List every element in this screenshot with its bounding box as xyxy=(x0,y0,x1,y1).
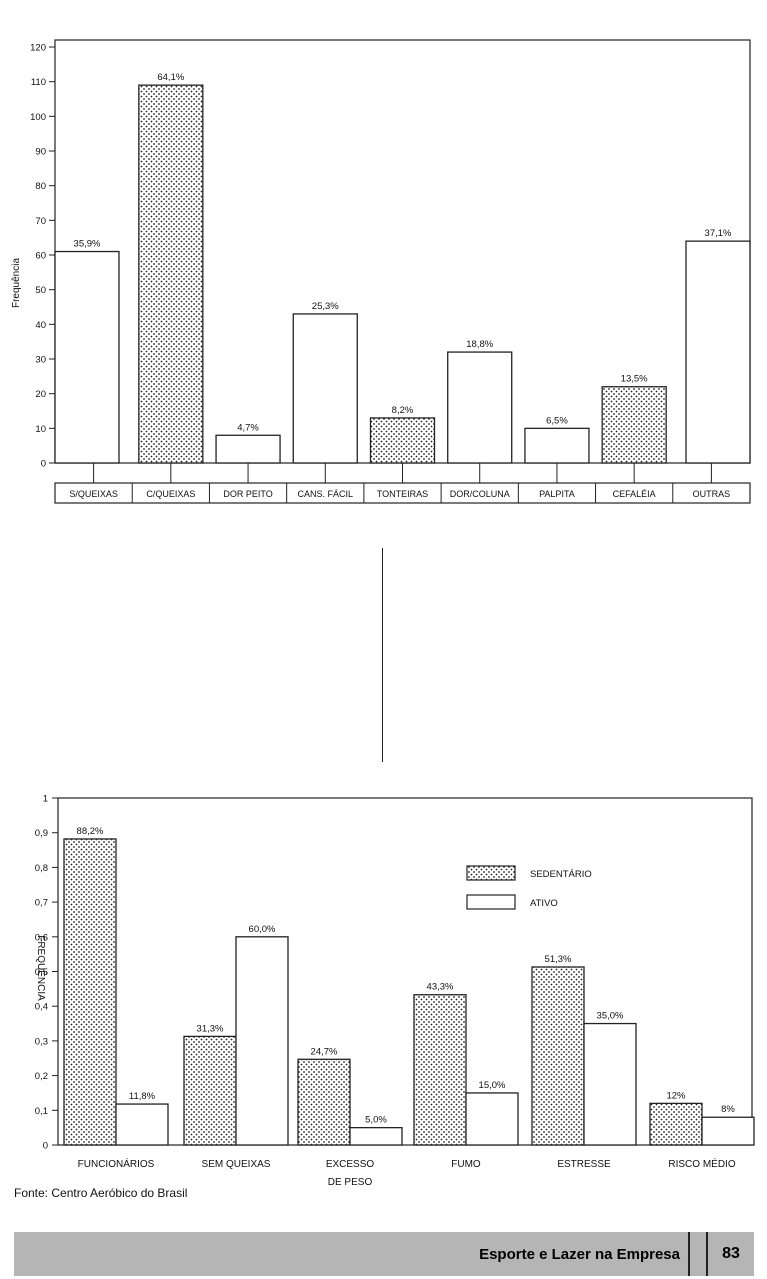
data-label: 6,5% xyxy=(546,415,568,426)
y-tick-label: 10 xyxy=(35,424,46,435)
category-label: CEFALÉIA xyxy=(613,489,656,499)
category-label: ESTRESSE xyxy=(557,1159,611,1170)
y-tick-label: 50 xyxy=(35,285,46,296)
y-tick-label: 90 xyxy=(35,147,46,158)
plot-frame xyxy=(57,797,753,1146)
category-label: RISCO MÉDIO xyxy=(668,1157,735,1170)
column-divider xyxy=(382,548,383,762)
bar xyxy=(465,1092,519,1146)
category-label: DOR PEITO xyxy=(223,489,272,499)
bar xyxy=(447,351,513,464)
category-label: SEM QUEIXAS xyxy=(202,1159,271,1170)
category-label: CANS. FÁCIL xyxy=(298,489,354,499)
legend-label: SEDENTÁRIO xyxy=(530,869,592,880)
y-tick-label: 30 xyxy=(35,355,46,366)
page-number: 83 xyxy=(706,1232,754,1276)
complaints-chart: 0 10 20 30 40 50 60 70 80 90 100 110 120 35,9% 64,1% 4… xyxy=(11,39,751,504)
y-tick-label: 40 xyxy=(35,320,46,331)
bar xyxy=(138,84,204,464)
data-label: 12% xyxy=(666,1090,686,1101)
category-label: FUNCIONÁRIOS xyxy=(78,1157,155,1170)
bar xyxy=(349,1126,403,1146)
category-label: PALPITA xyxy=(539,489,575,499)
bar xyxy=(524,427,590,464)
y-tick-label: 0,8 xyxy=(35,863,48,874)
category-label: S/QUEIXAS xyxy=(69,489,118,499)
category-label: EXCESSO xyxy=(326,1159,375,1170)
data-label: 51,3% xyxy=(545,954,572,965)
data-label: 11,8% xyxy=(129,1091,156,1102)
bar xyxy=(701,1116,755,1146)
bar xyxy=(413,994,467,1146)
y-tick-label: 0 xyxy=(43,1141,48,1152)
y-tick-label: 70 xyxy=(35,216,46,227)
legend-swatch xyxy=(466,894,516,910)
data-label: 35,9% xyxy=(74,239,101,250)
bar xyxy=(649,1102,703,1146)
bar xyxy=(215,434,281,464)
y-tick-label: 0,2 xyxy=(35,1071,48,1082)
y-tick-label: 120 xyxy=(30,43,46,54)
data-label: 13,5% xyxy=(621,374,648,385)
y-tick-label: 0,3 xyxy=(35,1036,48,1047)
category-label: OUTRAS xyxy=(693,489,731,499)
y-axis-label: Frequência xyxy=(11,258,22,308)
bar xyxy=(183,1035,237,1146)
bar xyxy=(115,1103,169,1146)
y-tick-label: 60 xyxy=(35,251,46,262)
legend-swatch xyxy=(466,865,516,881)
bar xyxy=(63,838,117,1146)
y-axis-label: FREQUÊNCIA xyxy=(35,935,48,1001)
data-label: 31,3% xyxy=(197,1023,224,1034)
category-label: DE PESO xyxy=(328,1177,373,1188)
data-label: 4,7% xyxy=(237,422,259,433)
data-label: 24,7% xyxy=(311,1046,338,1057)
data-label: 8,2% xyxy=(392,405,414,416)
y-tick-label: 0 xyxy=(41,459,46,470)
category-label: FUMO xyxy=(451,1159,481,1170)
y-tick-label: 100 xyxy=(30,112,46,123)
bar xyxy=(685,240,751,464)
legend-label: ATIVO xyxy=(530,898,558,909)
y-tick-label: 80 xyxy=(35,181,46,192)
y-tick-label: 0,1 xyxy=(35,1106,48,1117)
y-tick-label: 0,5 xyxy=(35,967,48,978)
data-label: 8% xyxy=(721,1104,735,1115)
data-label: 43,3% xyxy=(427,982,454,993)
data-label: 37,1% xyxy=(705,228,732,239)
category-label: C/QUEIXAS xyxy=(146,489,195,499)
data-label: 15,0% xyxy=(479,1080,506,1091)
publication-title: Esporte e Lazer na Empresa xyxy=(14,1232,690,1276)
data-label: 60,0% xyxy=(249,924,276,935)
data-label: 35,0% xyxy=(597,1011,624,1022)
source-note: Fonte: Centro Aeróbico do Brasil xyxy=(14,1186,187,1200)
category-label: TONTEIRAS xyxy=(377,489,428,499)
data-label: 18,8% xyxy=(466,339,493,350)
y-tick-label: 0,4 xyxy=(35,1002,48,1013)
y-tick-label: 0,9 xyxy=(35,828,48,839)
category-label: DOR/COLUNA xyxy=(450,489,510,499)
bar xyxy=(292,313,358,464)
bar xyxy=(531,966,585,1146)
data-label: 64,1% xyxy=(157,72,184,83)
y-tick-label: 0,7 xyxy=(35,898,48,909)
y-tick-label: 1 xyxy=(43,794,48,805)
data-label: 88,2% xyxy=(77,826,104,837)
y-tick-label: 0,6 xyxy=(35,932,48,943)
data-label: 5,0% xyxy=(365,1115,387,1126)
bar xyxy=(235,936,289,1146)
y-tick-label: 20 xyxy=(35,389,46,400)
sedentary-vs-active-chart: 0 0,1 0,2 0,3 0,4 0,5 0,6 0,7 0,8 0,9 1 88,2% 11,8%… xyxy=(14,794,755,1200)
bar xyxy=(54,250,120,464)
data-label: 25,3% xyxy=(312,301,339,312)
bar xyxy=(601,386,667,464)
bar xyxy=(583,1022,637,1146)
y-tick-label: 110 xyxy=(31,77,46,88)
footer-bar: Esporte e Lazer na Empresa 83 xyxy=(14,1232,754,1276)
bar xyxy=(297,1058,351,1146)
bar xyxy=(369,417,436,464)
